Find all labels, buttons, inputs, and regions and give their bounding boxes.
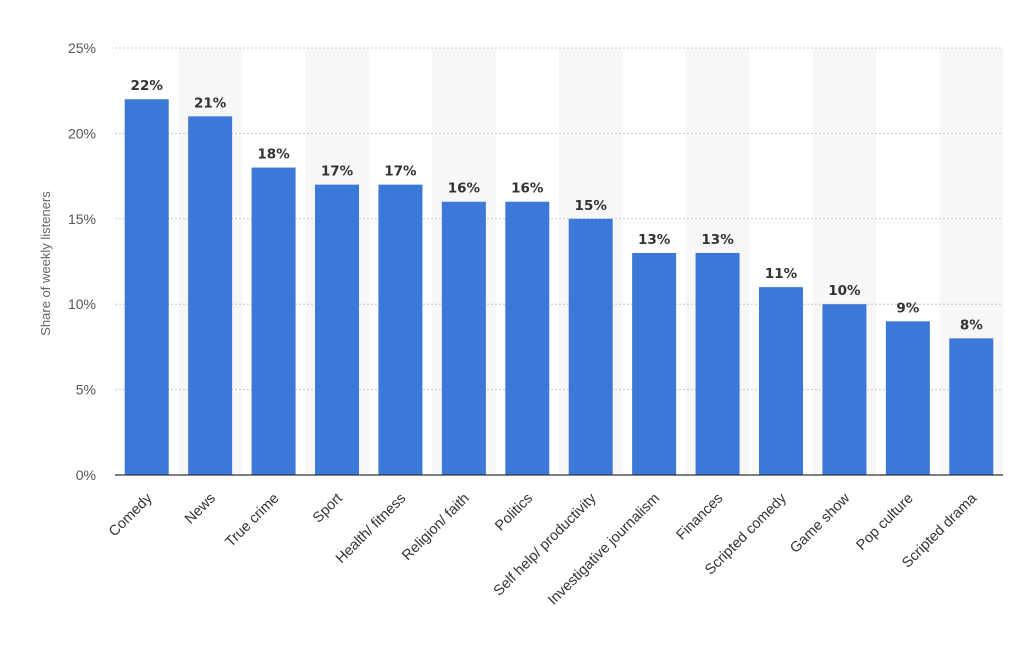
bar-comedy [124,99,169,476]
y-tick-label: 15% [68,211,96,227]
data-label-investigative-journalism: 13% [638,232,671,248]
category-label-game-show: Game show [787,490,853,556]
bar-news [188,116,233,475]
y-tick-label: 25% [68,40,96,56]
data-label-pop-culture: 9% [896,300,919,316]
category-label-news: News [182,491,219,528]
data-label-true-crime: 18% [257,147,290,163]
category-label-self-help-productivity: Self help/ productivity [491,490,600,599]
bar-finances [695,252,740,475]
bar-investigative-journalism [632,252,677,475]
bar-sport [315,184,359,475]
data-label-health-fitness: 17% [384,164,417,180]
data-label-comedy: 22% [131,78,164,94]
y-tick-label: 20% [68,125,96,141]
y-tick-label: 10% [68,296,96,312]
y-tick-label: 0% [76,467,96,483]
y-axis-title: Share of weekly listeners [38,191,53,336]
bar-politics [505,201,550,475]
category-label-pop-culture: Pop culture [853,491,916,554]
bars [124,99,994,476]
category-label-sport: Sport [310,491,346,527]
bar-religion-faith [441,201,486,475]
category-label-true-crime: True crime [222,491,282,551]
data-label-game-show: 10% [828,283,861,299]
data-label-sport: 17% [321,164,354,180]
data-label-finances: 13% [701,232,734,248]
bar-pop-culture [885,321,930,475]
bar-health-fitness [378,184,423,475]
category-label-finances: Finances [673,491,726,544]
bar-scripted-drama [949,338,994,475]
data-label-self-help-productivity: 15% [575,198,608,214]
bar-game-show [822,304,867,475]
category-label-comedy: Comedy [106,490,156,540]
data-label-scripted-drama: 8% [960,317,983,333]
bar-true-crime [251,167,296,475]
category-label-religion-faith: Religion/ faith [399,491,472,564]
y-tick-label: 5% [76,382,96,398]
bar-self-help-productivity [568,218,613,476]
y-axis-ticks: 0% 5% 10% 15% 20% 25% [68,40,96,483]
data-label-politics: 16% [511,181,544,197]
bar-scripted-comedy [759,287,803,475]
data-labels: 22% 21% 18% 17% 17% 16% 16% 15% 13% 13% 11% 10% 9% 8% [131,78,984,333]
data-label-news: 21% [194,95,227,111]
category-label-politics: Politics [492,491,536,535]
data-label-religion-faith: 16% [448,181,481,197]
category-label-investigative-journalism: Investigative journalism [545,491,663,609]
data-label-scripted-comedy: 11% [765,266,798,282]
